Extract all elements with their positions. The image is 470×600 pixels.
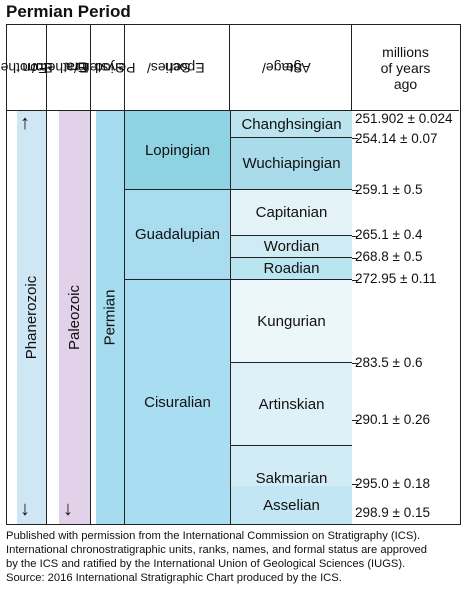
- arrow-up-icon: ↑: [20, 112, 30, 134]
- stage-label: Wordian: [263, 238, 320, 255]
- header-erathem: Erathem/Era: [32, 25, 91, 111]
- header-ages-line3: ago: [393, 75, 418, 92]
- header-series: Series/Epoch: [125, 25, 230, 111]
- chart-title: Permian Period: [6, 2, 131, 21]
- series-label: Cisuralian: [144, 393, 211, 411]
- age-value: 265.1 ± 0.4: [355, 227, 423, 242]
- age-value: 298.9 ± 0.15: [355, 505, 430, 520]
- stage-changhsingian: Changhsingian: [231, 111, 352, 138]
- stage-column: Changhsingian Wuchiapingian Capitanian W…: [230, 111, 352, 524]
- footer-line: by the ICS and ratified by the Internati…: [6, 558, 406, 570]
- stage-asselian: Asselian: [231, 486, 352, 524]
- header-ages-line2: of years: [380, 59, 431, 76]
- stage-label: Wuchiapingian: [242, 155, 341, 172]
- age-tick: [352, 280, 358, 281]
- header-series-line2: Epoch: [165, 59, 205, 76]
- series-label: Lopingian: [144, 141, 211, 159]
- age-value: 251.902 ± 0.024: [355, 111, 453, 126]
- header-system: System/Period: [74, 25, 136, 111]
- age-tick: [352, 420, 358, 421]
- arrow-down-icon: ↓: [63, 498, 73, 520]
- stage-label: Changhsingian: [241, 115, 342, 133]
- footer-line: Published with permission from the Inter…: [6, 530, 421, 542]
- age-value: 259.1 ± 0.5: [355, 182, 423, 197]
- period-label: Permian: [101, 289, 119, 346]
- stage-capitanian: Capitanian: [231, 190, 352, 236]
- eon-label: Phanerozoic: [23, 275, 41, 360]
- footer-line: Source: 2016 International Stratigraphic…: [6, 572, 342, 584]
- header-stage-line2: Age: [286, 59, 311, 76]
- age-tick: [352, 363, 358, 364]
- era-label: Paleozoic: [66, 284, 84, 351]
- stratigraphy-table: Eonothem/Eon Erathem/Era System/Period S…: [0, 24, 461, 525]
- series-label: Guadalupian: [134, 226, 221, 243]
- age-tick: [352, 258, 358, 259]
- stage-label: Artinskian: [258, 395, 325, 413]
- age-tick: [352, 236, 358, 237]
- stage-label: Kungurian: [257, 312, 326, 330]
- arrow-down-icon: ↓: [20, 498, 30, 520]
- period-column: Permian: [91, 111, 125, 524]
- stage-label: Sakmarian: [255, 470, 328, 487]
- period-cell: Permian: [96, 111, 124, 524]
- stage-label: Asselian: [263, 496, 320, 514]
- header-eonothem: Eonothem/Eon: [0, 25, 52, 111]
- series-cisuralian: Cisuralian: [125, 280, 230, 524]
- age-value: 295.0 ± 0.18: [355, 476, 430, 491]
- series-lopingian: Lopingian: [125, 111, 230, 190]
- era-column: Paleozoic ↓: [47, 111, 91, 524]
- stage-artinskian: Artinskian: [231, 363, 352, 446]
- era-cell: Paleozoic: [59, 111, 90, 524]
- stage-roadian: Roadian: [231, 258, 352, 280]
- age-tick: [352, 138, 358, 139]
- header-ages-line1: millions: [382, 43, 429, 60]
- stage-wuchiapingian: Wuchiapingian: [231, 138, 352, 190]
- footer-line: International chronostratigraphic units,…: [6, 544, 428, 556]
- age-value: 272.95 ± 0.11: [355, 271, 437, 286]
- eon-cell: Phanerozoic: [17, 111, 46, 524]
- header-ages: millions of years ago: [352, 25, 459, 111]
- stage-label: Roadian: [263, 260, 320, 277]
- age-value: 254.14 ± 0.07: [355, 131, 438, 146]
- age-tick: [352, 484, 358, 485]
- eon-column: Phanerozoic ↑ ↓: [7, 111, 47, 524]
- age-tick: [352, 190, 358, 191]
- age-value: 283.5 ± 0.6: [355, 355, 423, 370]
- series-guadalupian: Guadalupian: [125, 190, 230, 280]
- footer-credits: Published with permission from the Inter…: [6, 529, 466, 585]
- stage-kungurian: Kungurian: [231, 280, 352, 363]
- stage-wordian: Wordian: [231, 236, 352, 258]
- header-stage: Stage/Age: [230, 25, 352, 111]
- series-column: Lopingian Guadalupian Cisuralian: [125, 111, 230, 524]
- age-value: 268.8 ± 0.5: [355, 249, 423, 264]
- age-value: 290.1 ± 0.26: [355, 412, 430, 427]
- stage-label: Capitanian: [255, 204, 328, 221]
